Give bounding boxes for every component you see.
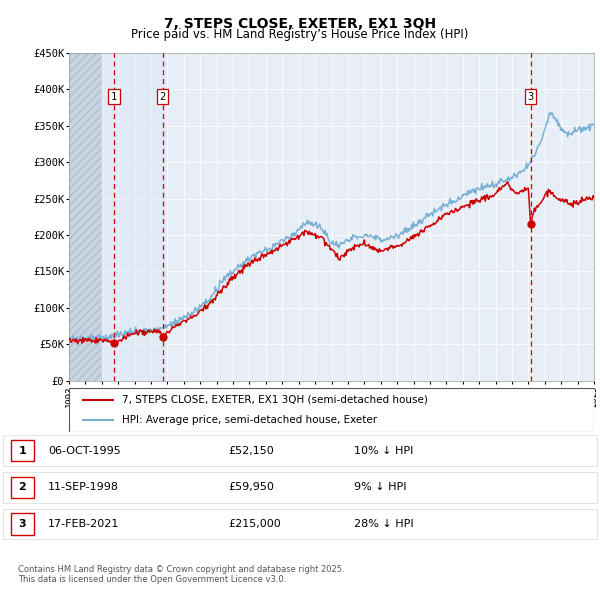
Text: 28% ↓ HPI: 28% ↓ HPI — [354, 519, 413, 529]
Text: 3: 3 — [527, 92, 533, 101]
Text: Price paid vs. HM Land Registry’s House Price Index (HPI): Price paid vs. HM Land Registry’s House … — [131, 28, 469, 41]
Text: 2: 2 — [19, 483, 26, 492]
Text: 2: 2 — [160, 92, 166, 101]
Text: Contains HM Land Registry data © Crown copyright and database right 2025.
This d: Contains HM Land Registry data © Crown c… — [18, 565, 344, 584]
Bar — [69, 53, 102, 381]
FancyBboxPatch shape — [69, 388, 594, 432]
Text: 10% ↓ HPI: 10% ↓ HPI — [354, 446, 413, 455]
Text: 1: 1 — [111, 92, 117, 101]
Text: 3: 3 — [19, 519, 26, 529]
Text: £215,000: £215,000 — [228, 519, 281, 529]
Text: 06-OCT-1995: 06-OCT-1995 — [48, 446, 121, 455]
Text: 17-FEB-2021: 17-FEB-2021 — [48, 519, 119, 529]
Text: 7, STEPS CLOSE, EXETER, EX1 3QH (semi-detached house): 7, STEPS CLOSE, EXETER, EX1 3QH (semi-de… — [121, 395, 427, 405]
Bar — [102, 53, 167, 381]
Text: £52,150: £52,150 — [228, 446, 274, 455]
Text: HPI: Average price, semi-detached house, Exeter: HPI: Average price, semi-detached house,… — [121, 415, 377, 425]
Text: 1: 1 — [19, 446, 26, 455]
Text: £59,950: £59,950 — [228, 483, 274, 492]
Text: 7, STEPS CLOSE, EXETER, EX1 3QH: 7, STEPS CLOSE, EXETER, EX1 3QH — [164, 17, 436, 31]
Text: 9% ↓ HPI: 9% ↓ HPI — [354, 483, 407, 492]
Text: 11-SEP-1998: 11-SEP-1998 — [48, 483, 119, 492]
